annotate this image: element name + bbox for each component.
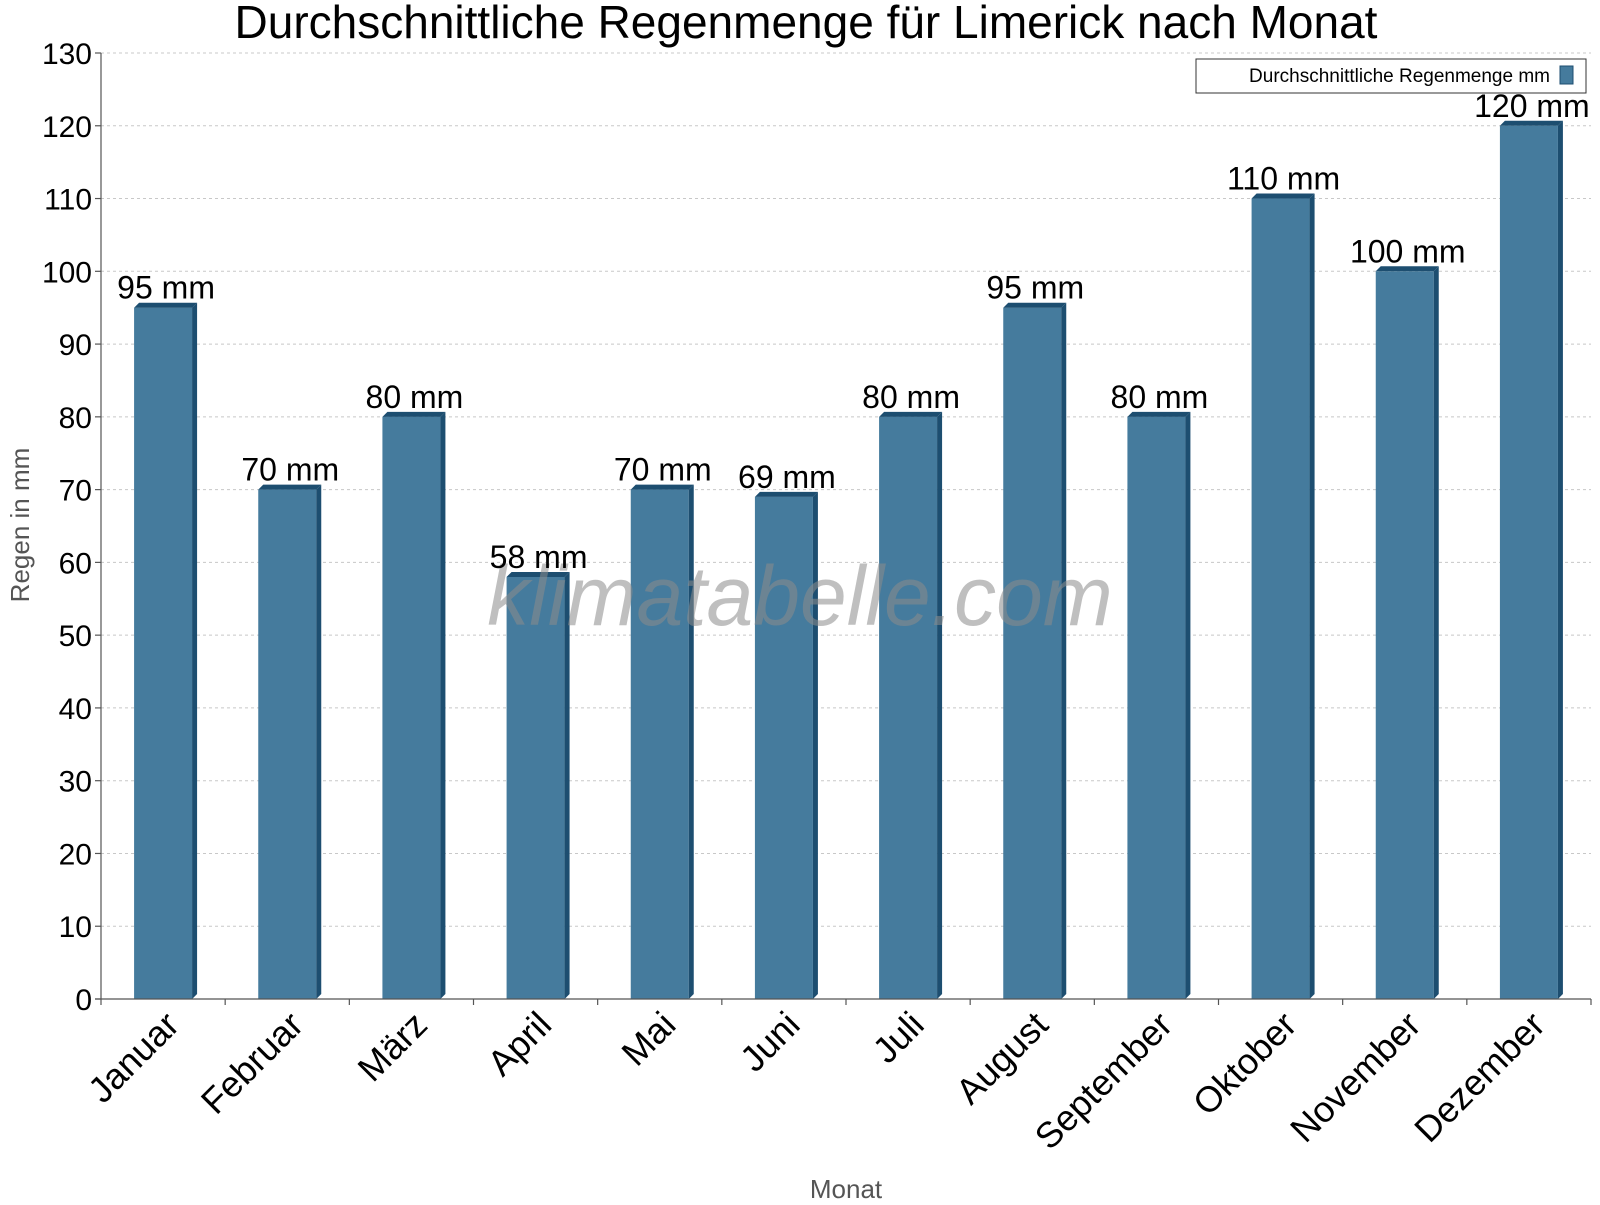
legend-entry-label: Durchschnittliche Regenmenge mm [1249, 66, 1550, 87]
bar-side [564, 571, 570, 999]
bar [630, 489, 689, 999]
bar [506, 576, 565, 999]
x-tick-label: Oktober [1185, 1004, 1305, 1124]
bar [1127, 416, 1186, 999]
y-tick-label: 70 [59, 475, 92, 508]
bar [754, 496, 813, 999]
data-label: 110 mm [1227, 161, 1340, 197]
bar-top [754, 491, 818, 497]
bar-top [506, 571, 570, 577]
bar-top [382, 411, 446, 417]
bar [1499, 125, 1558, 1000]
x-tick-label: November [1282, 1004, 1428, 1150]
bar-side [688, 484, 694, 1000]
y-tick-label: 130 [42, 38, 92, 71]
bar-side [192, 302, 198, 999]
bar-side [1185, 411, 1191, 999]
legend-swatch [1559, 65, 1574, 85]
data-label: 95 mm [986, 270, 1084, 306]
y-tick-label: 110 [44, 184, 92, 217]
gridlines [101, 52, 1591, 927]
x-tick-label: Januar [80, 1004, 187, 1111]
x-tick-label: März [350, 1004, 436, 1090]
y-tick-label: 80 [59, 402, 92, 435]
y-tick-label: 20 [59, 838, 92, 871]
bar-side [1557, 120, 1563, 1000]
bar-top [1375, 266, 1439, 272]
x-tick-label: Dezember [1406, 1004, 1552, 1150]
bar-side [316, 484, 322, 1000]
bar [258, 489, 317, 999]
y-tick-label: 0 [75, 984, 92, 1017]
data-label: 80 mm [1111, 379, 1209, 415]
data-label: 100 mm [1350, 233, 1466, 269]
y-tick-label: 60 [59, 547, 92, 580]
data-label: 80 mm [366, 379, 464, 415]
bar [879, 416, 938, 999]
x-tick-label: Mai [613, 1004, 683, 1074]
bar-side [812, 491, 818, 999]
y-tick-label: 10 [59, 911, 92, 944]
x-tick-label: April [479, 1004, 559, 1084]
bar-side [1309, 193, 1315, 1000]
bar-top [879, 411, 943, 417]
bar [1251, 198, 1310, 1000]
y-tick-label: 120 [42, 111, 92, 144]
bar-top [1127, 411, 1191, 417]
x-tick-label: August [948, 1004, 1056, 1112]
bar-top [1251, 193, 1315, 199]
y-axis-label: Regen in mm [5, 448, 35, 603]
chart-title: Durchschnittliche Regenmenge für Limeric… [235, 0, 1378, 48]
bar-top [1499, 120, 1563, 126]
x-tick-label: Juni [732, 1004, 808, 1080]
y-tick-label: 50 [59, 620, 92, 653]
bar-top [630, 484, 694, 490]
data-label: 120 mm [1474, 88, 1590, 124]
bar-top [258, 484, 322, 490]
bar [134, 307, 193, 999]
y-tick-label: 40 [59, 693, 92, 726]
bar-side [440, 411, 446, 999]
y-tick-label: 30 [59, 766, 92, 799]
bar [1375, 271, 1434, 999]
data-label: 95 mm [117, 270, 215, 306]
data-label: 70 mm [241, 452, 339, 488]
watermark: klimatabelle.com [487, 549, 1113, 643]
data-label: 70 mm [614, 452, 712, 488]
bar-top [1003, 302, 1067, 308]
bar-side [1061, 302, 1067, 999]
legend: Durchschnittliche Regenmenge mm [1195, 58, 1587, 94]
bars [134, 120, 1563, 1000]
data-label: 80 mm [862, 379, 960, 415]
data-labels: 95 mm 70 mm 80 mm 58 mm 70 mm 69 mm 80 mm 95 mm… [117, 88, 1590, 575]
y-tick-label: 100 [42, 256, 92, 289]
bar [1003, 307, 1062, 999]
data-label: 58 mm [490, 539, 588, 575]
bar-side [1433, 266, 1439, 999]
x-axis-label: Monat [810, 1174, 883, 1200]
y-tick-label: 90 [59, 329, 92, 362]
bar [382, 416, 441, 999]
x-tick-label: Februar [193, 1004, 311, 1122]
bar-top [134, 302, 198, 308]
bar-side [937, 411, 943, 999]
x-tick-label: Juli [865, 1004, 932, 1071]
legend-box [1195, 58, 1587, 94]
data-label: 69 mm [738, 459, 836, 495]
